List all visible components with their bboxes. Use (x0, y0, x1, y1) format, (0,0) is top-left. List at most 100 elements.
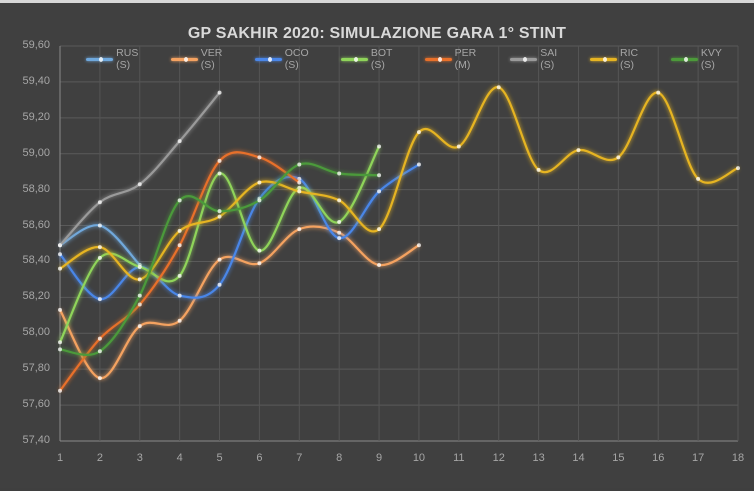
data-point (97, 200, 102, 205)
legend-swatch-icon (86, 56, 114, 62)
data-point (58, 243, 62, 248)
x-tick-label: 7 (296, 452, 303, 464)
data-point (377, 144, 382, 149)
series-ric (58, 85, 740, 282)
x-tick-label: 17 (691, 452, 705, 464)
y-tick-label: 57,40 (22, 434, 50, 446)
x-tick-label: 11 (453, 452, 465, 464)
data-point (656, 90, 661, 95)
data-point (696, 176, 701, 181)
data-point (177, 139, 182, 144)
x-tick-label: 15 (612, 452, 625, 464)
x-tick-label: 4 (176, 452, 183, 464)
legend-label: KVY (S) (700, 47, 722, 71)
data-point (217, 257, 222, 262)
data-point (97, 349, 102, 354)
data-point (137, 264, 142, 269)
y-tick-label: 58,80 (22, 182, 50, 195)
data-point (736, 166, 740, 171)
y-tick-label: 59,40 (22, 74, 50, 87)
legend-swatch-icon (340, 56, 368, 62)
legend-label: BOT (S) (370, 47, 393, 71)
x-tick-label: 9 (375, 452, 383, 464)
data-point (177, 243, 182, 248)
y-tick-label: 58,00 (22, 326, 50, 339)
legend-label: RUS (S) (116, 47, 139, 71)
y-tick-label: 58,20 (22, 290, 50, 303)
data-point (58, 347, 62, 352)
data-point (177, 318, 182, 323)
series-line (59, 162, 380, 356)
data-point (137, 277, 142, 282)
x-tick-label: 2 (96, 452, 103, 464)
data-point (616, 155, 621, 160)
data-point (257, 248, 262, 253)
chart-title: GP SAKHIR 2020: SIMULAZIONE GARA 1° STIN… (187, 25, 567, 42)
data-point (257, 198, 262, 203)
legend-swatch-icon (670, 56, 698, 62)
data-point (297, 189, 302, 194)
data-point (297, 176, 302, 181)
legend-swatch-icon (170, 56, 198, 62)
y-tick-label: 57,60 (22, 398, 50, 411)
data-point (97, 376, 102, 381)
y-tick-label: 59,00 (22, 146, 50, 159)
data-point (337, 171, 342, 176)
data-point (576, 148, 581, 153)
data-point (257, 155, 262, 160)
legend-item-kvy: KVY (S) (670, 47, 735, 71)
legend-label: VER (S) (200, 47, 223, 71)
data-point (58, 340, 62, 345)
data-point (137, 324, 142, 329)
legend-label: RIC (S) (620, 47, 639, 71)
data-point (177, 198, 182, 203)
data-point (297, 180, 302, 185)
data-point (137, 293, 142, 298)
x-tick-label: 13 (532, 452, 545, 464)
series-sai (58, 90, 222, 248)
y-tick-label: 58,40 (22, 254, 50, 267)
y-tick-label: 59,60 (22, 39, 50, 51)
data-point (377, 173, 382, 178)
y-tick-label: 58,60 (22, 218, 50, 231)
legend-label: OCO (S) (284, 47, 309, 71)
data-point (297, 227, 302, 232)
data-point (337, 236, 342, 241)
x-tick-label: 16 (652, 452, 665, 464)
legend-label: SAI (S) (540, 47, 558, 71)
legend-item-rus: RUS (S) (86, 47, 152, 71)
data-point (337, 198, 342, 203)
series-oco (58, 162, 421, 302)
data-point (177, 273, 182, 278)
data-point (217, 90, 222, 95)
data-point (97, 223, 102, 228)
data-point (137, 182, 142, 187)
series-line (59, 163, 420, 301)
data-point (58, 266, 62, 271)
x-tick-label: 5 (216, 452, 223, 464)
data-point (536, 167, 541, 172)
x-tick-label: 8 (336, 452, 343, 464)
data-point (217, 158, 222, 163)
legend-item-per: PER (M) (424, 47, 492, 71)
data-point (416, 130, 421, 135)
legend-item-ric: RIC (S) (589, 47, 652, 71)
data-point (456, 144, 461, 149)
y-tick-label: 57,80 (22, 362, 50, 375)
series-line (59, 86, 739, 281)
data-point (297, 162, 302, 167)
data-point (97, 336, 102, 341)
data-point (416, 243, 421, 248)
series-kvy (58, 162, 382, 356)
x-tick-label: 14 (572, 452, 585, 464)
data-point (377, 189, 382, 194)
data-point (97, 245, 102, 250)
data-point (137, 302, 142, 307)
data-point (58, 252, 62, 257)
series-per (58, 151, 302, 393)
series-line (59, 225, 420, 380)
data-point (217, 209, 222, 214)
x-tick-label: 6 (256, 452, 263, 464)
legend-swatch-icon (510, 56, 538, 62)
